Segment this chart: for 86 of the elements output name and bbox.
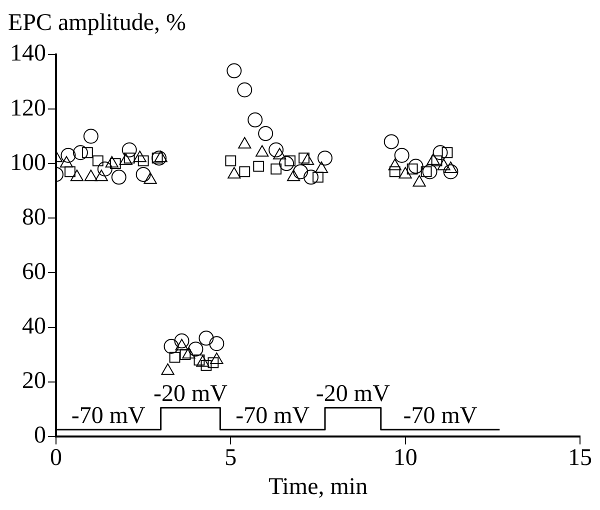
point <box>225 155 236 166</box>
x-axis-title: Time, min <box>268 474 368 500</box>
point <box>133 150 146 162</box>
point <box>182 347 196 359</box>
point <box>444 162 458 173</box>
point <box>253 160 264 172</box>
point <box>164 338 179 354</box>
point <box>94 170 108 182</box>
point <box>138 155 149 166</box>
annotation: -70 mV <box>403 402 478 429</box>
point <box>136 166 151 182</box>
point <box>198 330 214 346</box>
point <box>194 354 205 366</box>
point <box>422 164 438 180</box>
point <box>279 156 294 172</box>
x-tick-label: 15 <box>568 445 592 472</box>
annotation: -20 mV <box>153 381 228 408</box>
point <box>70 170 84 182</box>
point <box>426 153 440 165</box>
point <box>237 82 252 98</box>
x-tick-label: 5 <box>224 445 237 472</box>
point <box>394 148 410 163</box>
point <box>60 156 74 168</box>
annotation: -20 mV <box>316 381 391 408</box>
point <box>317 150 332 166</box>
point <box>105 156 118 168</box>
point <box>72 145 88 160</box>
y-tick-label: 0 <box>34 422 46 449</box>
x-tick-label: 0 <box>50 445 62 472</box>
annotation: -70 mV <box>236 402 310 429</box>
point <box>97 162 112 176</box>
point <box>431 155 442 166</box>
point <box>152 150 167 166</box>
y-tick-label: 40 <box>22 314 46 340</box>
point <box>248 112 263 128</box>
point <box>304 170 319 185</box>
y-tick-label: 20 <box>22 368 46 394</box>
y-tick-label: 80 <box>22 204 46 230</box>
annotation: -70 mV <box>71 402 146 429</box>
point <box>174 333 190 348</box>
point <box>82 147 93 158</box>
point <box>239 166 250 178</box>
point <box>208 357 219 368</box>
point <box>188 342 204 357</box>
point <box>389 166 400 178</box>
point <box>83 128 98 144</box>
point <box>256 145 269 157</box>
point <box>92 155 104 166</box>
point <box>437 158 450 170</box>
y-tick-label: 60 <box>22 258 46 285</box>
point <box>408 158 424 174</box>
y-tick-label: 120 <box>10 95 46 122</box>
point <box>200 360 212 371</box>
point <box>388 158 402 170</box>
point <box>312 172 324 183</box>
point <box>124 152 135 164</box>
point <box>412 175 426 187</box>
point <box>60 148 76 163</box>
point <box>169 352 180 363</box>
point <box>298 152 310 164</box>
point <box>119 153 132 165</box>
point <box>122 142 137 158</box>
point <box>64 166 76 178</box>
point <box>226 63 242 78</box>
point <box>110 158 121 169</box>
point <box>111 170 126 185</box>
y-axis-title: EPC amplitude, % <box>8 9 187 38</box>
point <box>442 147 453 158</box>
y-tick-label: 140 <box>10 40 46 67</box>
point <box>300 153 314 165</box>
point <box>180 349 191 360</box>
point <box>432 145 448 160</box>
point <box>314 162 328 173</box>
point <box>293 164 308 180</box>
point <box>443 164 458 180</box>
point <box>258 126 274 142</box>
point <box>154 150 168 162</box>
point <box>209 336 224 352</box>
point <box>84 170 98 182</box>
point <box>268 142 284 158</box>
point <box>270 164 282 174</box>
point <box>286 170 300 182</box>
x-tick-label: 10 <box>393 445 418 472</box>
point <box>384 134 399 150</box>
y-tick-label: 100 <box>10 150 46 176</box>
point <box>273 148 286 160</box>
